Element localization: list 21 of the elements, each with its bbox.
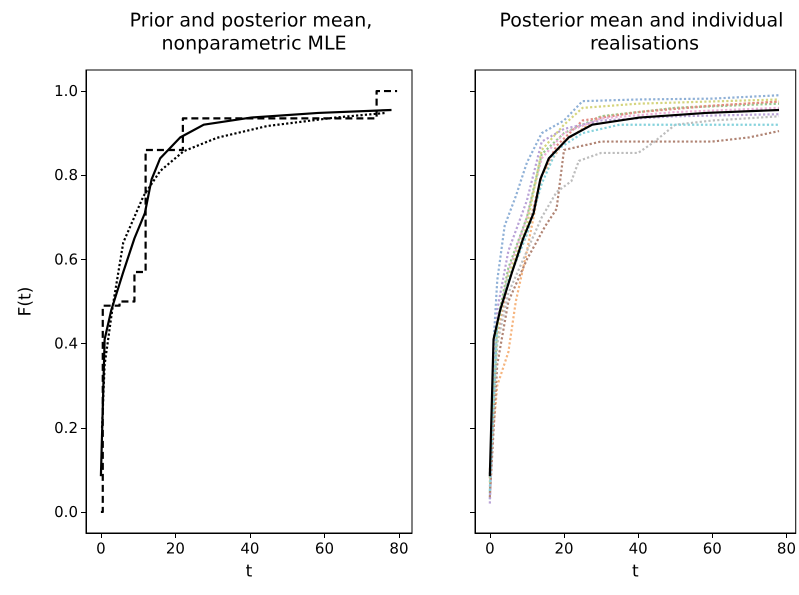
- y-tick-label: 0.4: [54, 334, 78, 353]
- chart-title: Posterior mean and individual realisations: [500, 10, 784, 54]
- x-tick-label: 40: [628, 540, 648, 558]
- y-tick-label: 0.2: [54, 418, 78, 437]
- y-tick-label: 1.0: [54, 82, 78, 100]
- x-tick-label: 60: [314, 540, 334, 558]
- x-axis-title: t: [632, 562, 640, 582]
- x-tick-label: 40: [240, 540, 260, 558]
- y-tick-label: 0.8: [54, 166, 78, 184]
- x-axis-title: t: [246, 562, 253, 582]
- x-tick-label: 20: [554, 540, 574, 558]
- y-tick-label: 0.0: [54, 502, 78, 521]
- x-tick-label: 0: [485, 540, 495, 558]
- y-axis-title: F(t): [16, 286, 36, 316]
- x-tick-label: 0: [96, 540, 106, 558]
- x-tick-label: 60: [702, 540, 722, 558]
- x-tick-label: 80: [776, 540, 796, 558]
- x-tick-label: 80: [389, 540, 409, 558]
- x-tick-label: 20: [166, 540, 185, 558]
- chart-title: Prior and posterior mean, nonparametric MLE: [130, 10, 378, 54]
- y-tick-label: 0.6: [54, 250, 78, 268]
